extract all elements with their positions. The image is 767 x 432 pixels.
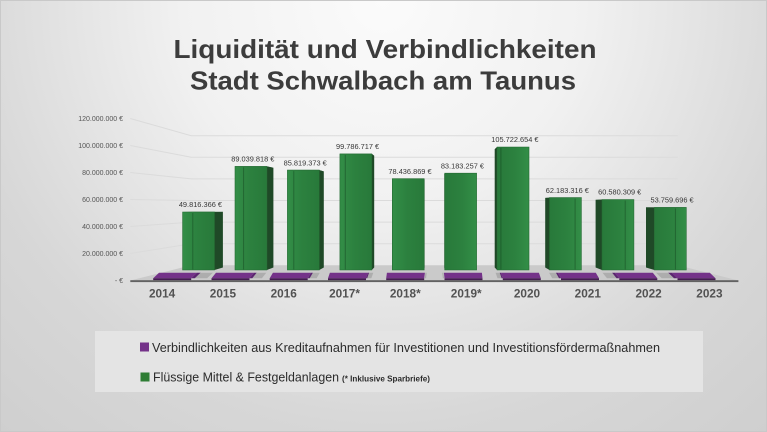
svg-text:85.819.373 €: 85.819.373 € [284, 158, 327, 167]
svg-text:83.183.257 €: 83.183.257 € [441, 161, 484, 170]
svg-text:49.816.366 €: 49.816.366 € [179, 200, 222, 209]
svg-text:100.000.000 €: 100.000.000 € [78, 143, 123, 150]
svg-text:40.000.000 €: 40.000.000 € [82, 224, 123, 231]
svg-text:62.183.316 €: 62.183.316 € [546, 186, 589, 195]
svg-text:Stadt Schwalbach am Taunus: Stadt Schwalbach am Taunus [190, 66, 576, 96]
svg-text:2022: 2022 [635, 287, 662, 301]
svg-text:2016: 2016 [271, 287, 298, 301]
svg-text:60.000.000 €: 60.000.000 € [82, 197, 123, 204]
svg-text:Verbindlichkeiten aus Kreditau: Verbindlichkeiten aus Kreditaufnahmen fü… [152, 340, 660, 355]
svg-text:53.759.696 €: 53.759.696 € [651, 196, 694, 205]
svg-text:Liquidität und Verbindlichkeit: Liquidität und Verbindlichkeiten [174, 34, 597, 64]
svg-text:2021: 2021 [575, 287, 602, 301]
svg-text:60.580.309 €: 60.580.309 € [598, 188, 641, 197]
svg-text:105.722.654 €: 105.722.654 € [491, 135, 538, 144]
svg-text:99.786.717 €: 99.786.717 € [336, 142, 379, 151]
svg-text:2014: 2014 [149, 287, 176, 301]
svg-text:2015: 2015 [210, 287, 237, 301]
svg-text:78.436.869 €: 78.436.869 € [388, 167, 431, 176]
svg-text:Flüssige Mittel & Festgeldanla: Flüssige Mittel & Festgeldanlagen [153, 370, 339, 385]
svg-text:2019*: 2019* [451, 287, 482, 301]
svg-text:2020: 2020 [514, 287, 541, 301]
svg-text:- €: - € [115, 278, 123, 285]
svg-text:80.000.000 €: 80.000.000 € [82, 170, 123, 177]
svg-text:2023: 2023 [696, 287, 723, 301]
svg-text:89.039.818 €: 89.039.818 € [231, 155, 274, 164]
svg-text:120.000.000 €: 120.000.000 € [78, 116, 123, 123]
svg-text:20.000.000 €: 20.000.000 € [82, 251, 123, 258]
svg-text:2017*: 2017* [329, 287, 360, 301]
svg-text:2018*: 2018* [390, 287, 421, 301]
svg-text:(* Inklusive Sparbriefe): (* Inklusive Sparbriefe) [342, 374, 430, 384]
